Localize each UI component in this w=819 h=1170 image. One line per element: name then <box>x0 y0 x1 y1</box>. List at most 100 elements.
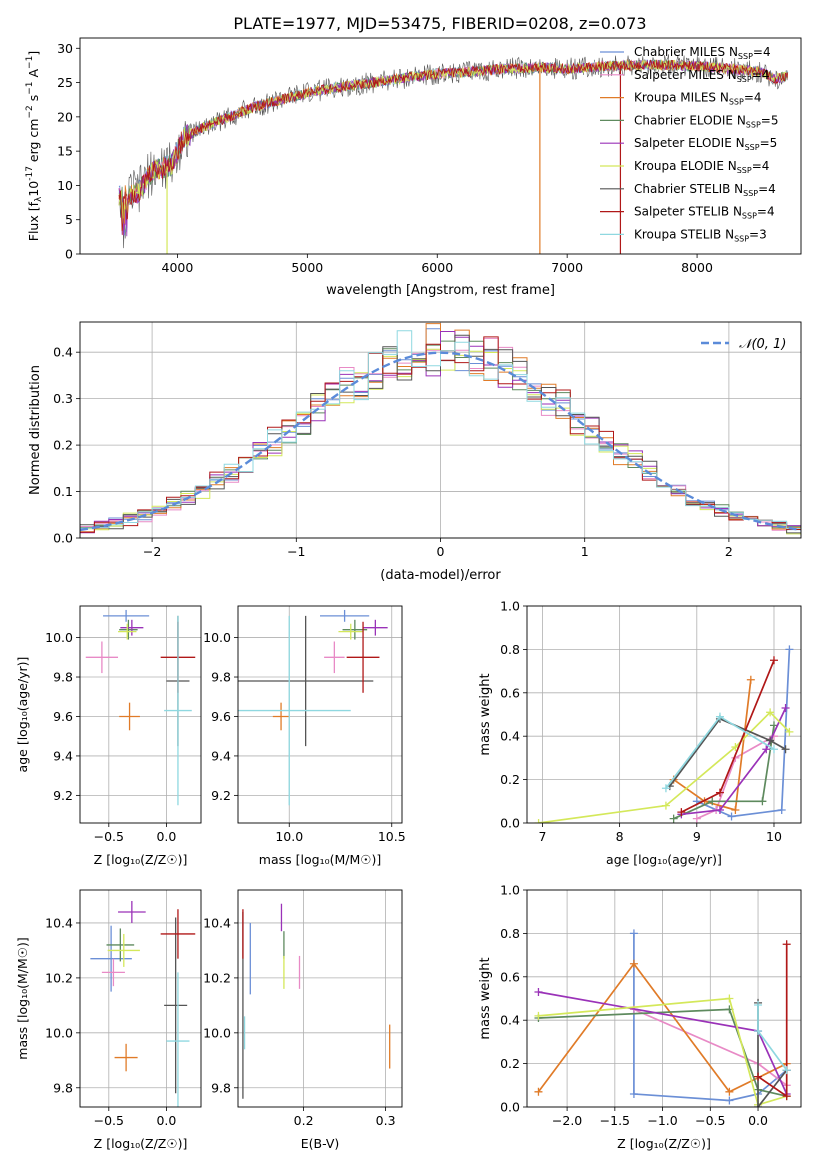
weight-marker <box>534 987 543 996</box>
y-tick-label: 20 <box>57 109 73 124</box>
weight-line-3 <box>673 725 775 820</box>
x-tick-label: 7000 <box>551 260 583 275</box>
x-tick-label: 10.5 <box>378 829 406 844</box>
legend-label: Salpeter MILES NSSP=4 <box>634 68 769 84</box>
mass-vs-Z-frame <box>79 889 202 1108</box>
x-tick-label: 5000 <box>291 260 323 275</box>
weight-marker <box>708 797 717 806</box>
y-tick-label: 9.8 <box>211 670 231 685</box>
weight-marker <box>785 727 794 736</box>
y-tick-label: 25 <box>57 75 73 90</box>
figure-title: PLATE=1977, MJD=53475, FIBERID=0208, z=0… <box>233 14 646 33</box>
weight-marker <box>758 797 767 806</box>
weight-marker <box>725 1096 734 1105</box>
spectrum-x-label: wavelength [Angstrom, rest frame] <box>326 283 555 298</box>
weight-marker <box>629 929 638 938</box>
weight-marker <box>754 1027 763 1036</box>
residuals-y-label: Normed distribution <box>28 365 43 495</box>
spectrum-legend: Chabrier MILES NSSP=4 Salpeter MILES NSSP… <box>600 45 778 243</box>
weight-marker <box>534 819 543 823</box>
x-tick-label: 7 <box>538 829 546 844</box>
weight-line-4 <box>681 707 787 816</box>
y-tick-label: 1.0 <box>500 599 520 614</box>
age-vs-Z-x-label: Z [log₁₀(Z/Z☉)] <box>94 852 188 867</box>
legend-label: Kroupa MILES NSSP=4 <box>634 91 762 107</box>
mass-vs-Z-x-label: Z [log₁₀(Z/Z☉)] <box>94 1136 188 1151</box>
mass-vs-EBV-axes: 0.2 0.3 9.8 10.0 10.2 10.4 <box>203 890 402 1128</box>
mass-weight-vs-Z-plot <box>534 929 791 1107</box>
x-tick-label: 8000 <box>681 260 713 275</box>
y-tick-label: 9.8 <box>211 1080 231 1095</box>
y-tick-label: 0.2 <box>500 772 520 787</box>
y-tick-label: 10.0 <box>45 630 73 645</box>
weight-marker <box>731 805 740 814</box>
x-tick-label: 0.3 <box>376 1113 396 1128</box>
legend-label: Salpeter STELIB NSSP=4 <box>634 205 775 221</box>
y-tick-label: 0 <box>65 247 73 262</box>
weight-line-5 <box>538 997 787 1106</box>
y-tick-label: 10.4 <box>45 915 73 930</box>
mass-weight-vs-Z-frame <box>526 889 802 1108</box>
weight-marker <box>629 1089 638 1098</box>
x-tick-label: 0.0 <box>748 1113 768 1128</box>
legend-label: Chabrier MILES NSSP=4 <box>634 45 771 61</box>
weight-marker <box>766 736 775 745</box>
y-tick-label: 10.0 <box>203 1025 231 1040</box>
mass-weight-vs-Z-x-label: Z [log₁₀(Z/Z☉)] <box>617 1136 711 1151</box>
mass-vs-EBV-frame <box>237 889 403 1108</box>
age-vs-mass-plot <box>238 609 388 806</box>
x-tick-label: 10 <box>766 829 782 844</box>
spectrum-axes: 4000 5000 6000 7000 8000 0 5 10 15 20 25 30 <box>57 41 713 275</box>
y-tick-label: 0.0 <box>53 531 73 546</box>
y-tick-label: 9.8 <box>53 1080 73 1095</box>
weight-marker <box>782 1092 791 1101</box>
spectrum-series-7 <box>118 59 789 231</box>
mass-weight-vs-Z-y-label: mass weight <box>478 957 493 1039</box>
y-tick-label: 9.2 <box>211 788 231 803</box>
x-tick-label: −0.5 <box>695 1113 725 1128</box>
weight-marker <box>715 712 724 721</box>
weight-marker <box>782 940 791 949</box>
mass-weight-vs-age-x-label: age [log₁₀(age/yr)] <box>606 852 722 867</box>
legend-label: Kroupa ELODIE NSSP=4 <box>634 159 769 175</box>
weight-marker <box>769 745 778 754</box>
weight-line-2 <box>673 679 752 812</box>
weight-line-0 <box>696 649 791 818</box>
mass-vs-Z-y-label: mass [log₁₀(M/M☉)] <box>15 937 30 1059</box>
mass-vs-Z-plot <box>90 900 196 1107</box>
y-tick-label: 0.6 <box>500 969 520 984</box>
mass-vs-Z-axes: −0.5 0.0 9.8 10.0 10.2 10.4 <box>45 890 201 1128</box>
spectrum-series-6 <box>118 54 788 249</box>
y-tick-label: 0.2 <box>500 1056 520 1071</box>
x-tick-label: −0.5 <box>94 829 124 844</box>
y-tick-label: 0.8 <box>500 926 520 941</box>
y-tick-label: 10.0 <box>203 630 231 645</box>
legend-label: Chabrier ELODIE NSSP=5 <box>634 113 778 129</box>
x-tick-label: −1.0 <box>647 1113 677 1128</box>
y-tick-label: 0.2 <box>53 438 73 453</box>
x-tick-label: −0.5 <box>94 1113 124 1128</box>
age-vs-Z-axes: −0.5 0.0 9.2 9.4 9.6 9.8 10.0 <box>45 606 201 844</box>
x-tick-label: 2 <box>725 544 733 559</box>
y-tick-label: 0.0 <box>500 816 520 831</box>
legend-label: Salpeter ELODIE NSSP=5 <box>634 136 777 152</box>
x-tick-label: 10.0 <box>275 829 303 844</box>
weight-line-8 <box>665 715 775 789</box>
weight-marker <box>661 801 670 810</box>
y-tick-label: 9.6 <box>53 709 73 724</box>
x-tick-label: 8 <box>616 829 624 844</box>
mass-weight-vs-age-frame <box>526 605 802 824</box>
weight-marker <box>782 1066 791 1075</box>
age-vs-Z-frame <box>79 605 202 824</box>
y-tick-label: 9.8 <box>53 670 73 685</box>
y-tick-label: 30 <box>57 41 73 56</box>
x-tick-label: 0.0 <box>156 1113 176 1128</box>
y-tick-label: 5 <box>65 212 73 227</box>
weight-marker <box>781 745 790 754</box>
spectrum-plot <box>118 54 789 254</box>
x-tick-label: 0.0 <box>156 829 176 844</box>
weight-marker <box>715 788 724 797</box>
mass-vs-EBV-plot <box>242 903 391 1099</box>
y-tick-label: 9.2 <box>53 788 73 803</box>
